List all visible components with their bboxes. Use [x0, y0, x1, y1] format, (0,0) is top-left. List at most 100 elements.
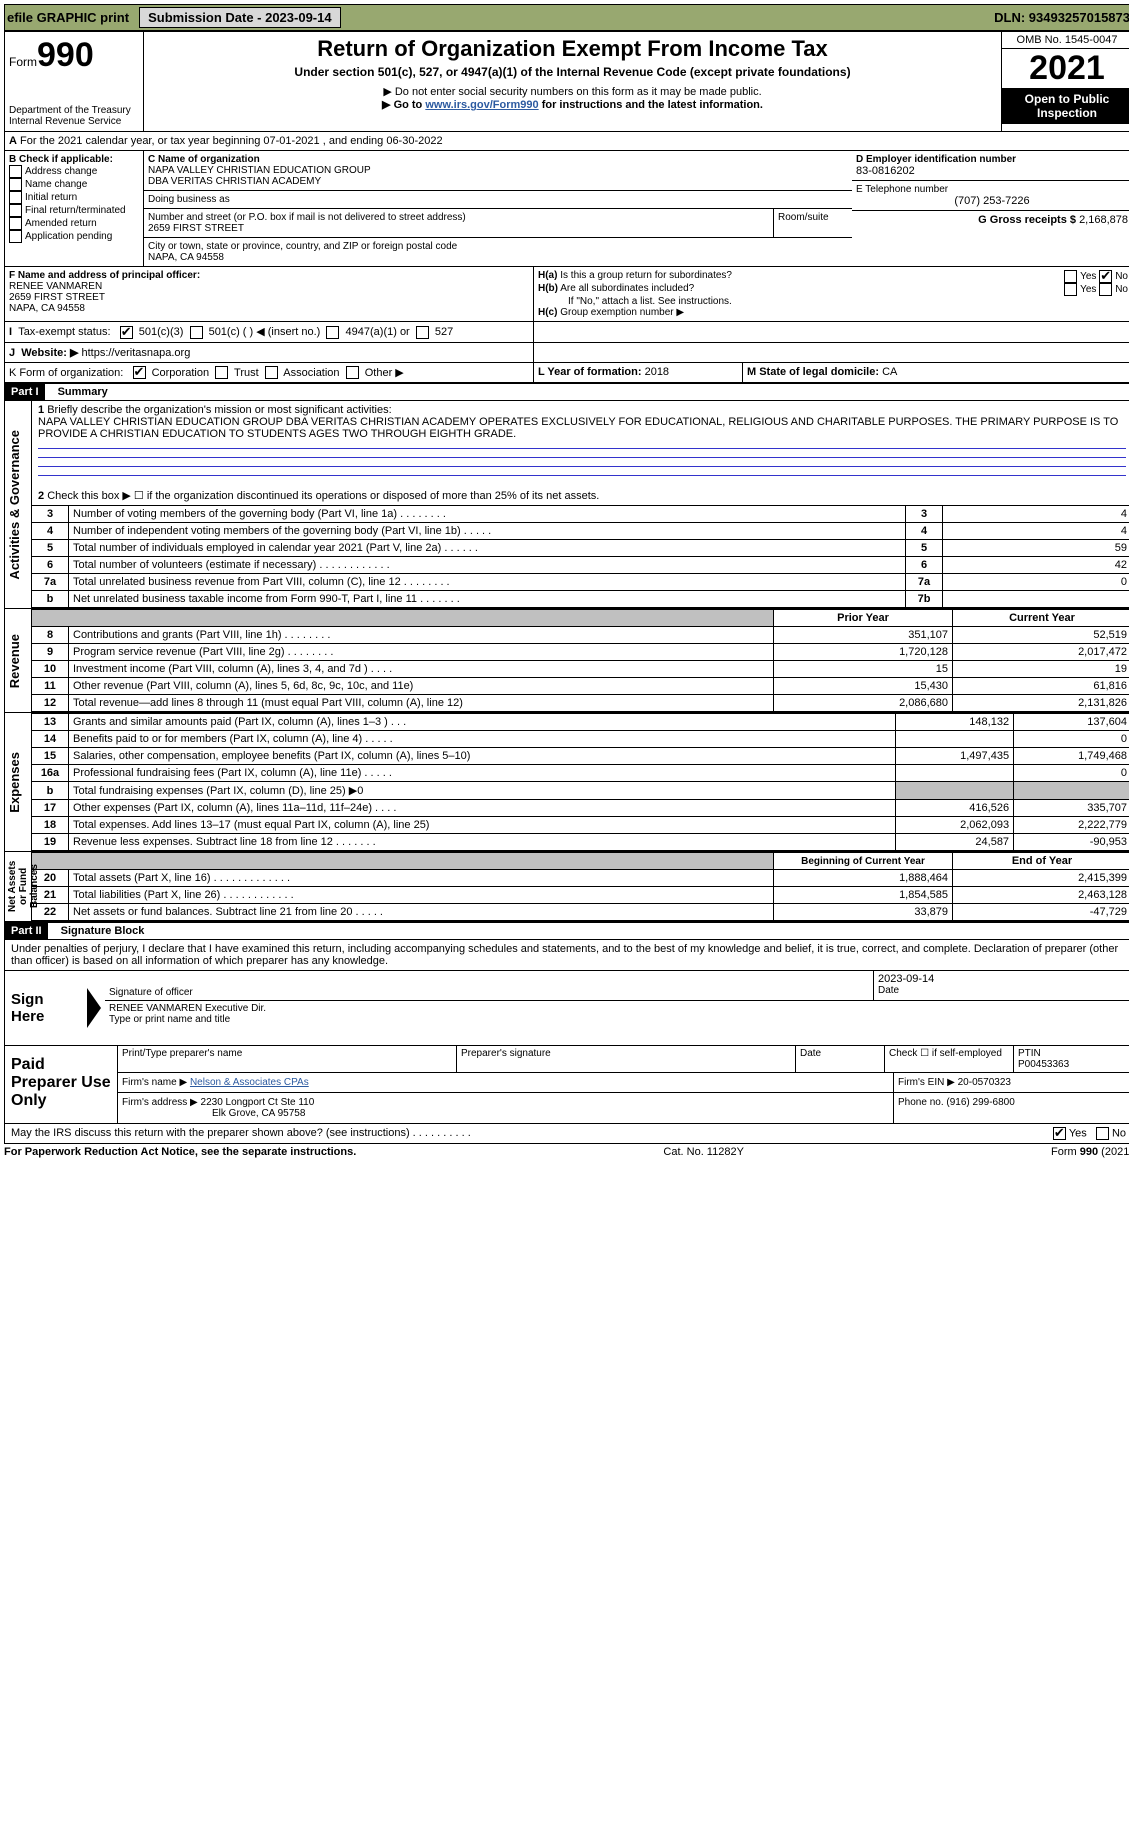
officer-name: RENEE VANMAREN [9, 281, 529, 292]
table-header-row: Prior YearCurrent Year [32, 610, 1129, 627]
b-checkbox[interactable] [9, 204, 22, 217]
gross-receipts: 2,168,878 [1079, 214, 1128, 226]
firm-ein: 20-0570323 [958, 1077, 1011, 1088]
h-note: If "No," attach a list. See instructions… [538, 296, 1128, 307]
officer-addr2: NAPA, CA 94558 [9, 303, 529, 314]
submission-date-button[interactable]: Submission Date - 2023-09-14 [139, 7, 341, 28]
table-row: 9Program service revenue (Part VIII, lin… [32, 644, 1129, 661]
city-label: City or town, state or province, country… [148, 241, 848, 252]
irs-form990-link[interactable]: www.irs.gov/Form990 [425, 99, 538, 111]
discuss-yes-checkbox[interactable] [1053, 1127, 1066, 1140]
table-row: 16aProfessional fundraising fees (Part I… [32, 765, 1129, 782]
omb-number: OMB No. 1545-0047 [1002, 32, 1129, 49]
k-option: Corporation [126, 367, 209, 379]
table-row: 8Contributions and grants (Part VIII, li… [32, 627, 1129, 644]
phone-value: (707) 253-7226 [856, 195, 1128, 207]
b-option: Name change [9, 178, 139, 191]
street-address: 2659 FIRST STREET [148, 223, 769, 234]
k-checkbox[interactable] [346, 366, 359, 379]
mission-text: NAPA VALLEY CHRISTIAN EDUCATION GROUP DB… [38, 416, 1118, 440]
table-row: 4Number of independent voting members of… [32, 523, 1129, 540]
signature-arrow-icon [87, 988, 101, 1028]
h-a-yes-checkbox[interactable] [1064, 270, 1077, 283]
irs-label: Internal Revenue Service [9, 116, 139, 127]
governance-table: 3Number of voting members of the governi… [32, 505, 1129, 608]
form-number: Form990 [9, 36, 139, 75]
b-option: Application pending [9, 230, 139, 243]
h-b-question: Are all subordinates included? [560, 283, 694, 294]
form-title: Return of Organization Exempt From Incom… [148, 36, 997, 62]
org-name-1: NAPA VALLEY CHRISTIAN EDUCATION GROUP [148, 165, 848, 176]
table-row: 19Revenue less expenses. Subtract line 1… [32, 834, 1129, 851]
b-checkbox[interactable] [9, 230, 22, 243]
open-to-public: Open to Public Inspection [1002, 88, 1129, 124]
form-header: Form990 Department of the Treasury Inter… [5, 32, 1129, 132]
dln-label: DLN: 93493257015873 [994, 10, 1129, 25]
note-link-row: ▶ Go to www.irs.gov/Form990 for instruct… [148, 98, 997, 111]
form-container: Form990 Department of the Treasury Inter… [4, 31, 1129, 1144]
firm-phone-label: Phone no. [898, 1097, 944, 1108]
firm-name-label: Firm's name ▶ [122, 1077, 187, 1088]
dept-treasury: Department of the Treasury [9, 105, 139, 116]
footer-mid: Cat. No. 11282Y [663, 1146, 744, 1158]
page-footer: For Paperwork Reduction Act Notice, see … [4, 1144, 1129, 1160]
line-a: A For the 2021 calendar year, or tax yea… [5, 132, 1129, 151]
firm-phone: (916) 299-6800 [946, 1097, 1014, 1108]
ptin-label: PTIN [1018, 1048, 1041, 1059]
ptin-value: P00453363 [1018, 1059, 1069, 1070]
efile-label: efile GRAPHIC print [7, 10, 129, 25]
firm-name-link[interactable]: Nelson & Associates CPAs [190, 1077, 309, 1088]
part-i-header: Part I Summary [5, 383, 1129, 401]
section-b-label: B Check if applicable: [9, 154, 139, 165]
revenue-table: Prior YearCurrent Year8Contributions and… [32, 609, 1129, 712]
table-row: 10Investment income (Part VIII, column (… [32, 661, 1129, 678]
topbar: efile GRAPHIC print Submission Date - 20… [4, 4, 1129, 31]
state-domicile: CA [882, 366, 897, 378]
firm-addr-label: Firm's address ▶ [122, 1097, 198, 1108]
table-row: 13Grants and similar amounts paid (Part … [32, 714, 1129, 731]
room-label: Room/suite [778, 212, 848, 223]
footer-right: Form 990 (2021) [1051, 1146, 1129, 1158]
website-link[interactable]: https://veritasnapa.org [81, 347, 190, 359]
i-option: 501(c)(3) [114, 326, 184, 338]
i-option: 501(c) ( ) ◀ (insert no.) [183, 326, 320, 338]
firm-addr1: 2230 Longport Ct Ste 110 [201, 1097, 315, 1108]
b-checkbox[interactable] [9, 165, 22, 178]
i-option: 4947(a)(1) or [320, 326, 409, 338]
k-option: Trust [209, 367, 259, 379]
table-row: 11Other revenue (Part VIII, column (A), … [32, 678, 1129, 695]
d-ein-label: D Employer identification number [856, 154, 1128, 165]
h-b-yes-checkbox[interactable] [1064, 283, 1077, 296]
addr-label: Number and street (or P.O. box if mail i… [148, 212, 769, 223]
table-row: 17Other expenses (Part IX, column (A), l… [32, 800, 1129, 817]
b-option: Address change [9, 165, 139, 178]
revenue-label: Revenue [5, 630, 24, 692]
sig-officer-label: Signature of officer [109, 987, 869, 998]
expenses-label: Expenses [5, 748, 24, 817]
b-checkbox[interactable] [9, 178, 22, 191]
i-checkbox[interactable] [190, 326, 203, 339]
k-checkbox[interactable] [215, 366, 228, 379]
sign-here-label: Sign Here [5, 971, 87, 1045]
note-ssn: ▶ Do not enter social security numbers o… [148, 85, 997, 98]
b-checkbox[interactable] [9, 217, 22, 230]
table-row: 21Total liabilities (Part X, line 26) . … [32, 887, 1129, 904]
table-row: bTotal fundraising expenses (Part IX, co… [32, 782, 1129, 800]
i-checkbox[interactable] [416, 326, 429, 339]
net-assets-label: Net Assets or Fund Balances [5, 852, 42, 921]
discuss-no-checkbox[interactable] [1096, 1127, 1109, 1140]
type-name-label: Type or print name and title [109, 1014, 1128, 1025]
firm-addr2: Elk Grove, CA 95758 [122, 1108, 305, 1119]
i-checkbox[interactable] [326, 326, 339, 339]
b-checkbox[interactable] [9, 191, 22, 204]
h-a-no-checkbox[interactable] [1099, 270, 1112, 283]
b-option: Final return/terminated [9, 204, 139, 217]
l-label: L Year of formation: [538, 366, 642, 378]
k-checkbox[interactable] [265, 366, 278, 379]
table-row: 15Salaries, other compensation, employee… [32, 748, 1129, 765]
i-checkbox[interactable] [120, 326, 133, 339]
table-row: 5Total number of individuals employed in… [32, 540, 1129, 557]
h-b-no-checkbox[interactable] [1099, 283, 1112, 296]
k-checkbox[interactable] [133, 366, 146, 379]
perjury-declaration: Under penalties of perjury, I declare th… [5, 940, 1129, 971]
